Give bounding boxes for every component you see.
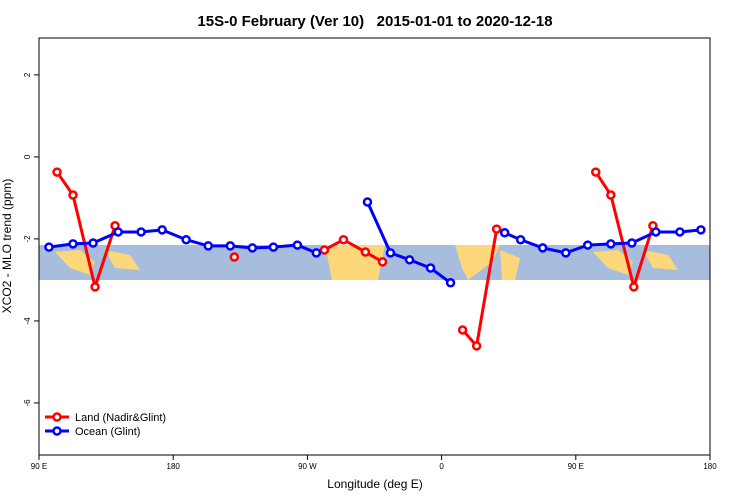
y-tick-label: -4 [23, 317, 32, 325]
land-shape [500, 250, 520, 280]
point [696, 225, 706, 235]
background-band [39, 245, 710, 280]
point [44, 242, 54, 252]
point [311, 248, 322, 258]
point [537, 243, 548, 253]
point [491, 224, 502, 234]
land-shape [455, 245, 500, 280]
point [247, 243, 258, 253]
point [268, 242, 279, 252]
x-tick-label: 90 E [568, 462, 584, 471]
point [561, 248, 571, 258]
point [651, 227, 661, 237]
point [582, 240, 593, 250]
land-shape [593, 250, 633, 275]
point [457, 325, 468, 335]
x-tick-label: 90 E [31, 462, 47, 471]
x-tick-label: 90 W [298, 462, 317, 471]
point [229, 252, 240, 262]
y-tick-label: -2 [23, 235, 32, 243]
point [425, 263, 436, 273]
point [292, 240, 303, 250]
point [515, 234, 526, 245]
plot-frame [38, 37, 711, 456]
point [591, 167, 601, 177]
point [68, 190, 78, 200]
y-tick-label: -6 [23, 399, 32, 407]
land-shape [105, 250, 140, 270]
point [88, 238, 98, 248]
x-axis-label: Longitude (deg E) [327, 477, 422, 491]
point [360, 247, 371, 257]
legend-marker [52, 426, 62, 436]
series-line [55, 171, 655, 350]
point [606, 239, 616, 249]
point [629, 282, 639, 292]
x-tick-label: 180 [703, 462, 717, 471]
point [90, 282, 100, 292]
legend-label: Land (Nadir&Glint) [75, 412, 166, 424]
point [445, 278, 456, 288]
y-tick-label: 2 [23, 72, 32, 77]
point [52, 167, 62, 177]
y-tick-label: 0 [23, 154, 32, 159]
point [225, 241, 236, 251]
point [627, 238, 637, 248]
point [338, 234, 349, 245]
point [606, 190, 616, 200]
point [136, 227, 146, 237]
land-shape [325, 245, 385, 280]
point [203, 241, 213, 251]
chart-title: 15S-0 February (Ver 10) 2015-01-01 to 20… [197, 13, 552, 30]
x-tick-label: 180 [167, 462, 181, 471]
point [377, 257, 388, 267]
x-tick-label: 0 [439, 462, 444, 471]
legend-marker [52, 412, 62, 422]
point [385, 248, 396, 258]
point [471, 341, 482, 351]
point [499, 228, 510, 238]
point [362, 197, 373, 207]
legend-label: Ocean (Glint) [75, 426, 140, 438]
y-axis-label: XCO2 - MLO trend (ppm) [0, 179, 14, 314]
point [68, 239, 78, 249]
point [675, 227, 685, 237]
point [157, 225, 167, 235]
point [181, 234, 191, 245]
land-shape [643, 250, 678, 270]
point [319, 245, 330, 255]
point [113, 227, 123, 237]
land-shape [55, 250, 95, 275]
point [404, 255, 415, 265]
